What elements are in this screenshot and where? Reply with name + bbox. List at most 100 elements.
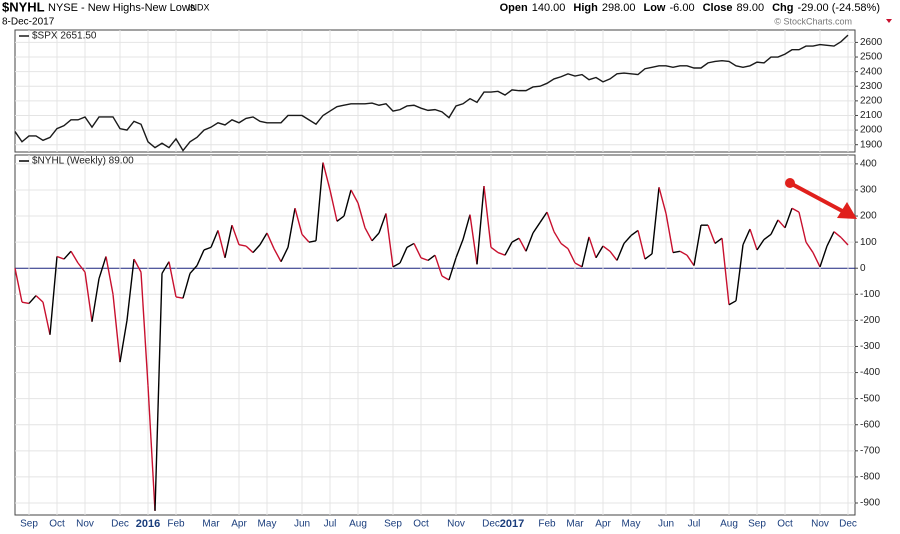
y-tick-label: 2500 [860,52,883,63]
line-segment [217,230,226,258]
line-segment [189,265,198,274]
line-segment [301,233,310,243]
line-segment [581,236,590,268]
x-tick-label: 2017 [500,518,524,530]
y-tick-label: 1900 [860,139,883,150]
x-tick-label: Sep [748,519,766,530]
y-tick-label: -200 [860,315,880,326]
line-segment [455,239,464,259]
y-tick-label: 2000 [860,125,883,136]
line-segment [294,208,303,235]
line-segment [476,185,485,265]
line-segment [497,251,506,256]
x-tick-label: Aug [349,519,367,530]
x-tick-label: Aug [720,519,738,530]
line-segment [665,213,674,253]
line-segment [812,252,821,268]
line-segment [252,244,261,254]
line-segment [833,231,842,238]
line-segment [35,295,44,303]
x-tick-label: Oct [49,519,65,530]
legend-label: $SPX 2651.50 [32,31,97,42]
y-tick-label: 0 [860,263,866,274]
line-segment [623,235,632,244]
line-segment [679,250,688,256]
annotation-arrowhead [837,202,857,219]
exchange: INDX [188,2,210,12]
line-segment [154,273,163,511]
x-tick-label: May [622,519,641,530]
y-tick-label: -100 [860,289,880,300]
line-segment [560,242,569,250]
x-tick-label: Nov [811,519,829,530]
line-segment [259,232,268,246]
line-segment [266,232,275,249]
line-segment [196,249,205,266]
line-segment [105,256,114,295]
x-tick-label: Jul [688,519,701,530]
line-segment [77,262,86,273]
x-tick-label: Feb [538,519,556,530]
line-segment [231,224,240,245]
line-segment [322,162,331,191]
x-tick-label: Jun [294,519,310,530]
y-tick-label: 400 [860,159,877,170]
line-segment [658,187,667,214]
line-segment [588,236,597,259]
y-tick-label: 2100 [860,110,883,121]
line-segment [315,162,324,241]
y-tick-label: 2400 [860,66,883,77]
y-tick-label: 2600 [860,37,883,48]
quote-value: 298.00 [602,2,636,14]
y-tick-label: -400 [860,367,880,378]
line-segment [364,227,373,242]
line-segment [119,320,128,363]
line-segment [791,207,800,213]
y-tick-label: -900 [860,498,880,509]
nyhl-panel [14,154,856,516]
x-tick-label: Jun [658,519,674,530]
line-segment [511,237,520,243]
line-segment [686,254,695,266]
quote-value: -29.00 (-24.58%) [797,2,880,14]
line-segment [413,243,422,259]
x-tick-label: Nov [76,519,94,530]
line-segment [483,185,492,248]
line-segment [616,243,625,261]
line-segment [574,262,583,268]
line-segment [567,248,576,264]
line-segment [630,229,639,237]
line-segment [469,214,478,265]
quote-label: High [573,2,598,14]
line-segment [427,254,436,261]
line-segment [441,275,450,281]
line-segment [539,211,548,223]
line-segment [224,225,233,258]
x-tick-label: May [258,519,277,530]
line-segment [112,294,121,363]
line-segment [126,259,135,321]
y-tick-label: 200 [860,211,877,222]
x-tick-label: Mar [566,519,584,530]
line-segment [546,211,555,232]
x-tick-label: Nov [447,519,465,530]
line-segment [238,244,247,247]
x-tick-label: Dec [482,519,500,530]
line-segment [49,256,58,335]
line-segment [742,228,751,246]
line-segment [448,257,457,281]
y-tick-label: 2200 [860,96,883,107]
line-segment [21,301,30,305]
line-segment [518,237,527,252]
legend-label: $NYHL (Weekly) 89.00 [32,156,134,167]
index-name: NYSE - New Highs-New Lows [48,2,196,14]
line-segment [420,257,429,262]
line-segment [385,213,394,268]
line-segment [525,232,534,252]
line-segment [406,242,415,248]
quote-label: Low [643,2,665,14]
watermark: © StockCharts.com [774,16,852,26]
quote: -29.00 (-24.58%) Chg 89.00 Close -6.00 Low 298… [500,2,880,14]
line-segment [343,189,352,217]
y-tick-label: -700 [860,445,880,456]
